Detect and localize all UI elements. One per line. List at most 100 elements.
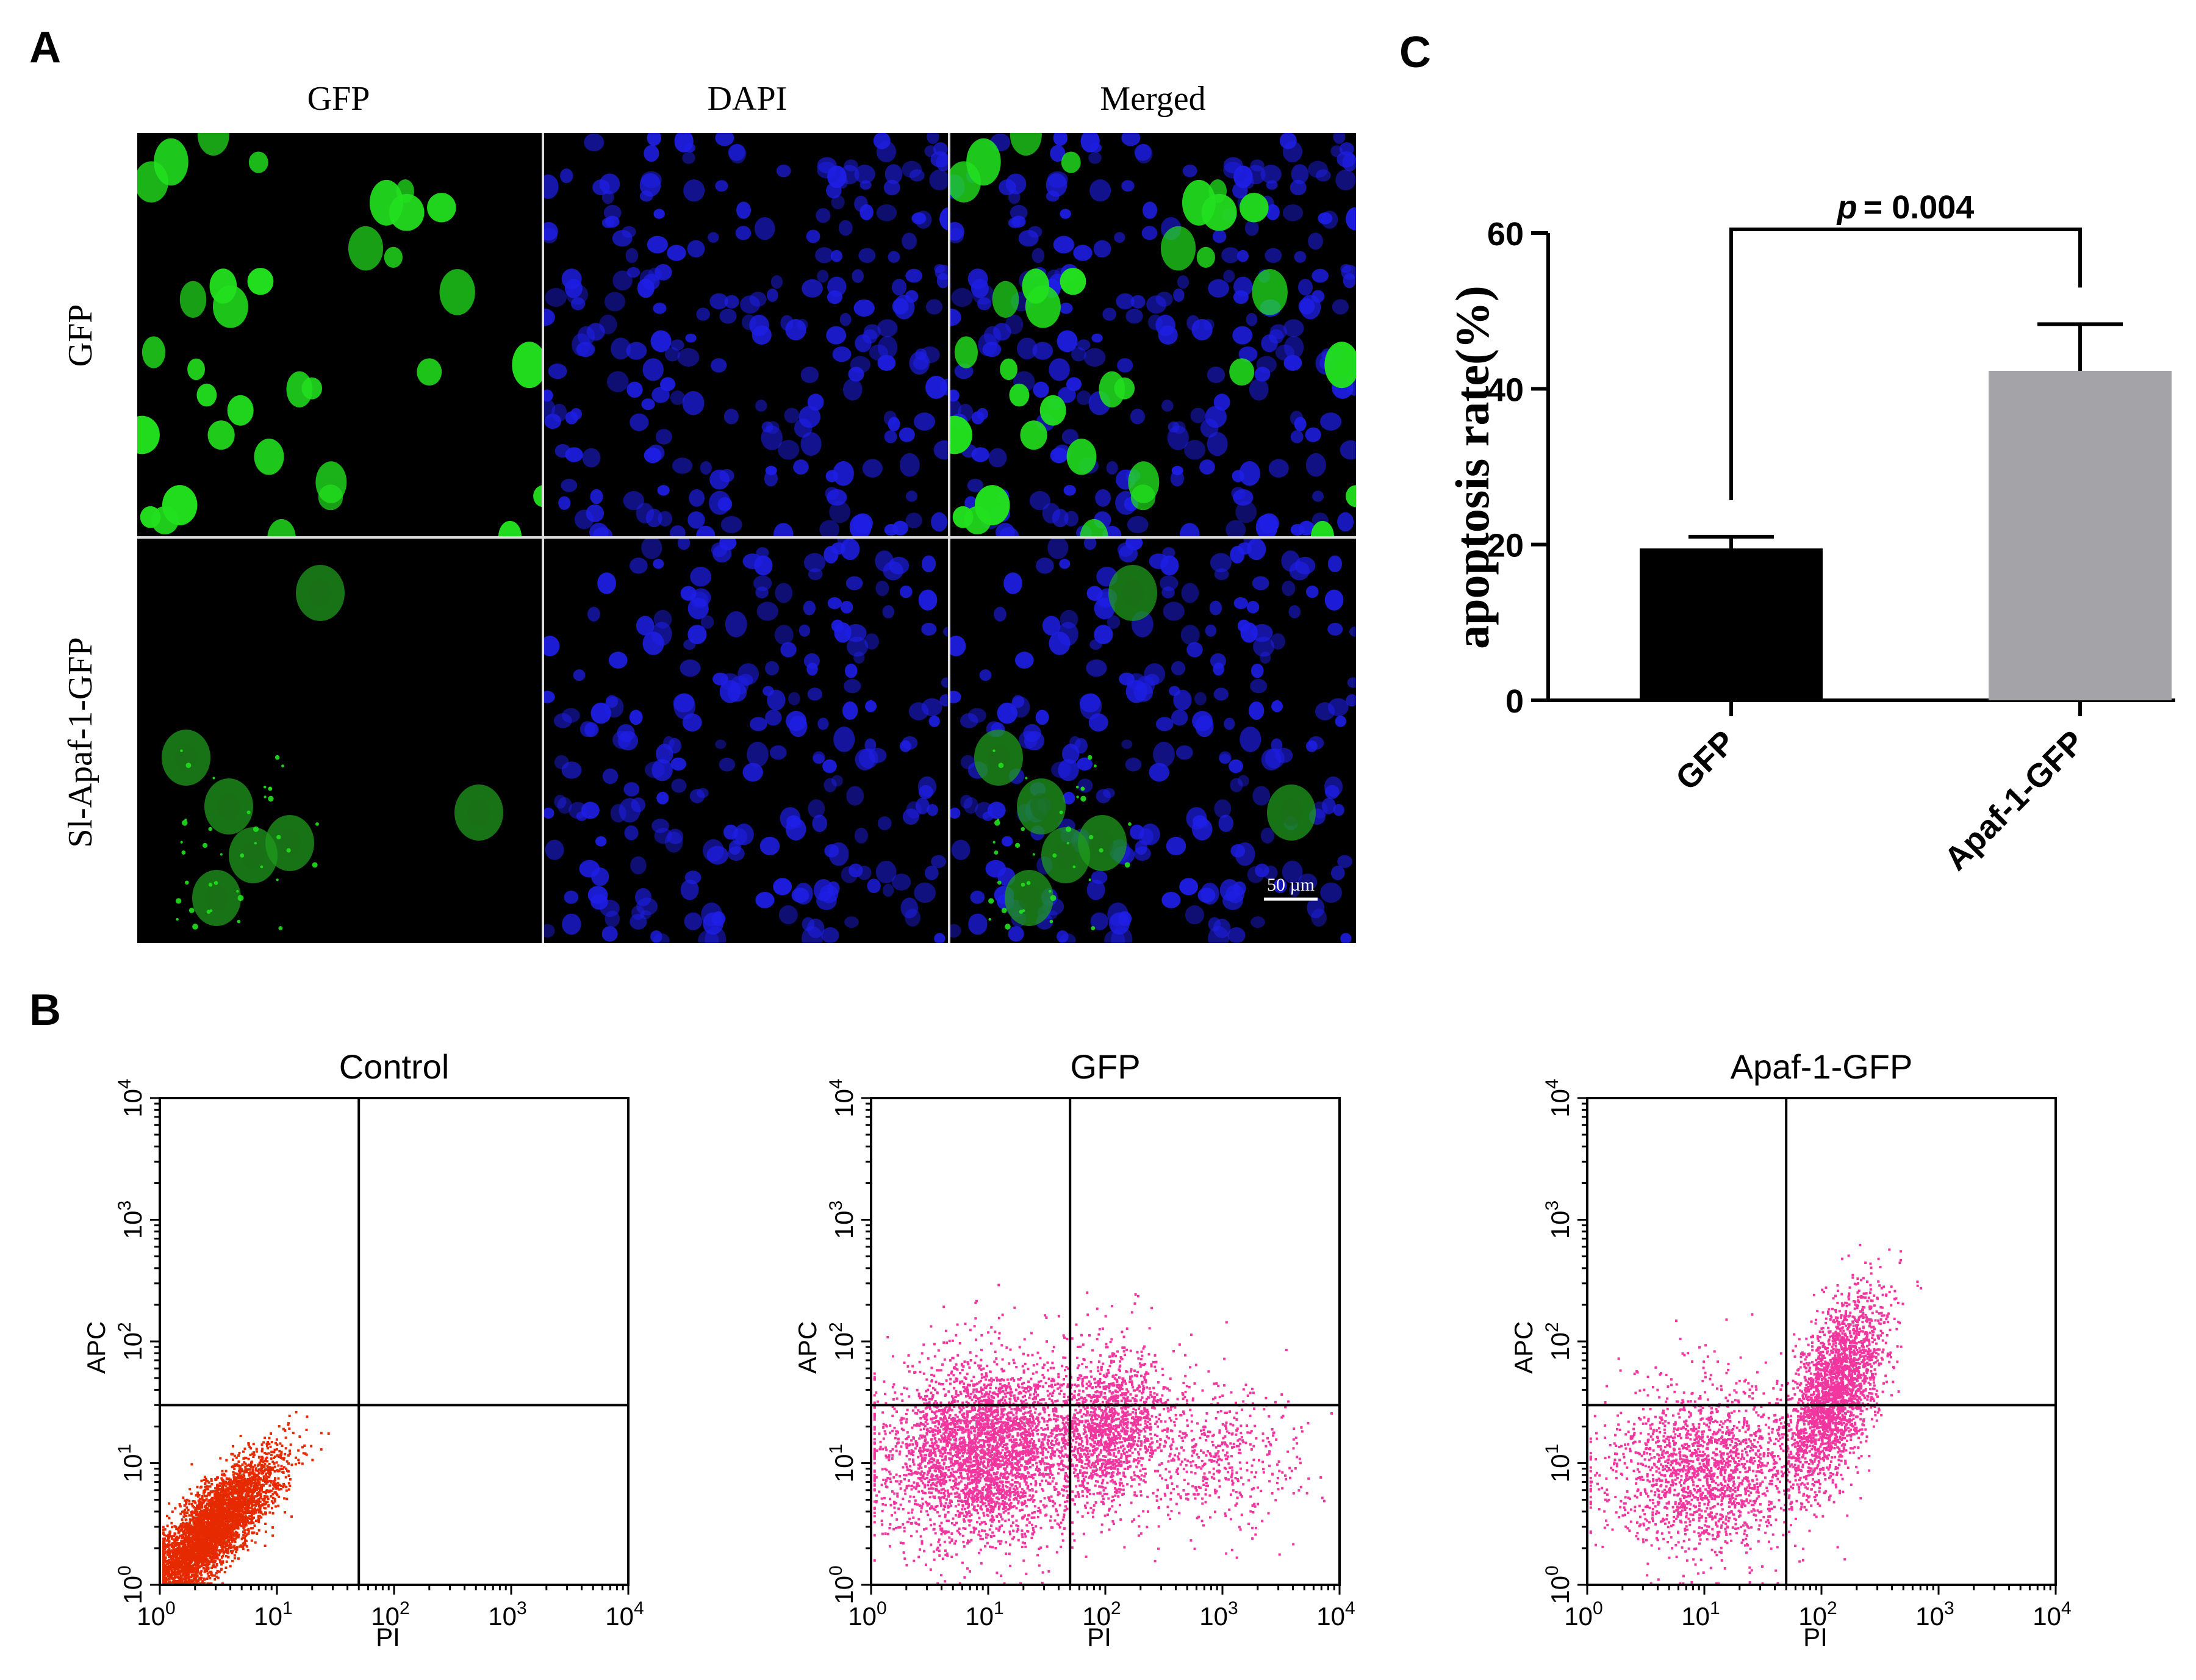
flow-event <box>267 1480 270 1483</box>
flow-event <box>208 1542 211 1545</box>
flow-event <box>248 1487 251 1490</box>
flow-event <box>274 1485 277 1488</box>
flow-event <box>247 1517 250 1520</box>
flow-event <box>245 1501 248 1504</box>
flow-event <box>195 1554 198 1557</box>
flow-event <box>257 1520 260 1523</box>
flow-event <box>258 1461 261 1464</box>
flow-event <box>282 1458 285 1461</box>
flow-event <box>210 1543 212 1546</box>
flow-event <box>242 1522 245 1525</box>
flow-event <box>162 1560 165 1563</box>
flow-event <box>185 1514 188 1517</box>
flow-event <box>278 1470 281 1473</box>
flow-event <box>265 1490 268 1493</box>
flow-event <box>282 1457 285 1459</box>
flow-event <box>233 1463 236 1466</box>
flow-event <box>875 1449 878 1452</box>
flow-event <box>1049 1392 1052 1395</box>
flow-event <box>223 1532 226 1535</box>
flow-event <box>287 1454 290 1457</box>
flow-event <box>219 1549 222 1552</box>
flow-event <box>922 1427 925 1431</box>
flow-event <box>230 1538 233 1542</box>
flow-event <box>218 1497 220 1500</box>
flow-event <box>273 1451 276 1454</box>
flow-event <box>186 1569 189 1572</box>
flow-event <box>270 1507 273 1510</box>
flow-event <box>966 1384 969 1387</box>
flow-event <box>212 1507 215 1510</box>
flow-event <box>230 1501 233 1503</box>
flow-event <box>185 1518 188 1521</box>
flow-event <box>201 1533 204 1536</box>
flow-event <box>262 1465 265 1468</box>
flow-event <box>273 1470 276 1473</box>
flow-event <box>177 1536 180 1539</box>
flow-event <box>283 1484 285 1487</box>
flow-event <box>207 1532 210 1535</box>
flow-event <box>174 1532 177 1535</box>
flow-event <box>177 1576 180 1579</box>
flow-event <box>211 1491 214 1493</box>
flow-event <box>162 1574 165 1577</box>
flow-event <box>215 1491 218 1494</box>
flow-event <box>223 1507 226 1510</box>
flow-event <box>226 1540 229 1543</box>
flow-event <box>207 1574 210 1578</box>
flow-event <box>188 1546 192 1549</box>
flow-event <box>245 1545 248 1548</box>
flow-event <box>250 1520 253 1523</box>
flow-event <box>268 1479 271 1482</box>
flow-event <box>320 1448 323 1451</box>
flow-event <box>176 1552 179 1555</box>
flow-event <box>230 1452 233 1456</box>
flow-event <box>246 1506 249 1509</box>
flow-event <box>231 1504 234 1507</box>
flow-event <box>201 1496 204 1499</box>
flow-event <box>259 1508 262 1511</box>
flow-event <box>265 1468 268 1471</box>
flow-event <box>279 1488 282 1490</box>
flow-event <box>262 1498 265 1501</box>
flow-event <box>925 1448 928 1451</box>
flow-event <box>246 1510 249 1513</box>
flow-event <box>955 1521 958 1524</box>
flow-event <box>191 1543 194 1546</box>
flow-event <box>278 1456 281 1459</box>
flow-event <box>238 1499 241 1501</box>
flow-event <box>199 1486 202 1489</box>
flow-event <box>204 1556 207 1559</box>
flow-event <box>199 1511 202 1514</box>
flow-event <box>179 1554 182 1557</box>
flow-event <box>249 1499 252 1502</box>
flow-event <box>208 1552 211 1555</box>
flow-event <box>245 1511 248 1514</box>
flow-event <box>297 1459 300 1462</box>
flow-event <box>236 1489 239 1492</box>
flow-event <box>210 1500 213 1503</box>
flow-event <box>194 1501 197 1504</box>
flow-event <box>225 1477 228 1481</box>
flow-event <box>236 1516 239 1519</box>
flow-event <box>220 1473 223 1476</box>
flow-event <box>1029 1440 1032 1442</box>
flow-event <box>229 1550 232 1553</box>
flow-event <box>264 1459 267 1462</box>
flow-event <box>281 1457 284 1460</box>
flow-event <box>168 1540 171 1543</box>
flow-event <box>203 1500 206 1503</box>
flow-event <box>243 1510 246 1513</box>
flow-event <box>250 1515 253 1518</box>
flow-event <box>226 1542 228 1545</box>
flow-event <box>265 1482 268 1485</box>
flow-event <box>209 1556 212 1559</box>
flow-event <box>267 1441 269 1443</box>
flow-event <box>230 1531 233 1534</box>
flow-event <box>187 1532 190 1534</box>
flow-event <box>1057 1455 1060 1458</box>
flow-event <box>221 1537 224 1540</box>
flow-event <box>162 1571 165 1574</box>
flow-event <box>280 1484 283 1487</box>
flow-event <box>245 1502 248 1506</box>
